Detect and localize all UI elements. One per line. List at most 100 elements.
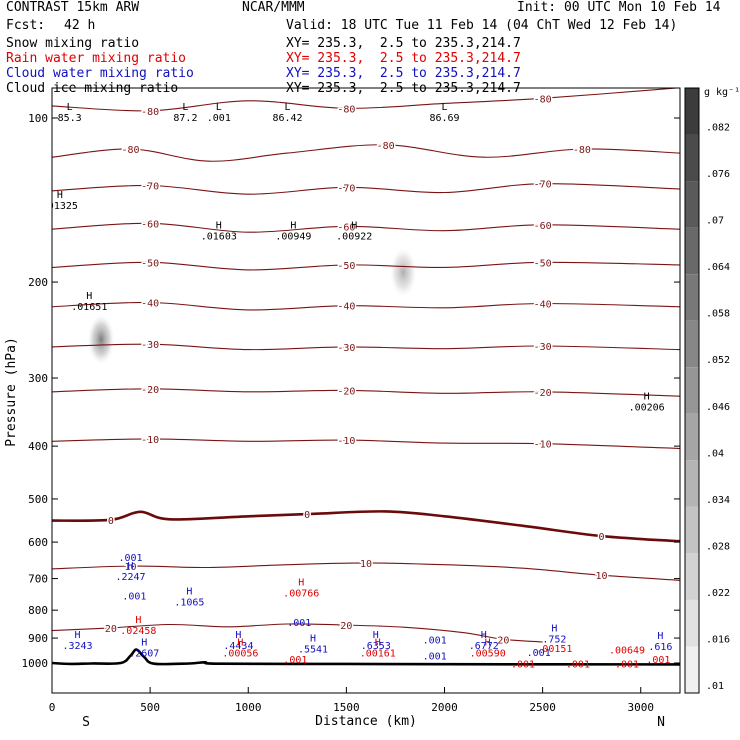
extremum-value: .001	[207, 113, 231, 124]
temperature-contour-label: -20	[534, 388, 552, 399]
temperature-contour-label: -70	[534, 180, 552, 191]
x-tick-label: 500	[140, 701, 160, 714]
extremum-value: .00766	[283, 588, 319, 599]
colorbar-tick-label: .046	[706, 402, 730, 413]
colorbar-swatch	[685, 227, 699, 275]
colorbar-tick-label: .016	[706, 634, 730, 645]
extremum-marker: H	[373, 630, 379, 641]
contour-value-label: .001	[423, 651, 447, 662]
temperature-contour-label: 20	[105, 624, 117, 635]
legend-cloud-water: Cloud water mixing ratio	[6, 66, 194, 81]
temperature-contour-label: -60	[141, 219, 159, 230]
temperature-contour-label: -60	[337, 222, 355, 233]
extremum-marker: H	[657, 631, 663, 642]
valid-time: Valid: 18 UTC Tue 11 Feb 14 (04 ChT Wed …	[286, 18, 678, 33]
temperature-contour-6	[52, 343, 680, 351]
x-axis-title: Distance (km)	[315, 714, 417, 729]
x-tick-label: 1500	[333, 701, 360, 714]
x-tick-label: 2500	[529, 701, 556, 714]
y-tick-label: 1000	[22, 657, 49, 670]
temperature-contour-7	[52, 388, 680, 397]
temperature-contour-label: -80	[141, 107, 159, 118]
snow-shading-1	[389, 246, 418, 299]
terrain-line	[52, 648, 680, 666]
temperature-contour-0	[52, 88, 680, 112]
x-tick-label: 3000	[628, 701, 655, 714]
extremum-value: .616	[648, 642, 672, 653]
extremum-value: 86.42	[272, 113, 302, 124]
extremum-marker: H	[485, 637, 491, 648]
colorbar-tick-label: .082	[706, 123, 730, 134]
contour-value-label: .001	[283, 655, 307, 666]
temperature-contour-label: -70	[141, 181, 159, 192]
extremum-marker: H	[551, 623, 557, 634]
extremum-marker: L	[284, 102, 290, 113]
temperature-contour-label: -40	[337, 302, 355, 313]
temperature-contour-label: 0	[598, 532, 604, 543]
extremum-marker: H	[235, 630, 241, 641]
extremum-value: .2607	[129, 648, 159, 659]
x-tick-label: 0	[49, 701, 56, 714]
colorbar-swatch	[685, 599, 699, 647]
colorbar-swatch	[685, 274, 699, 321]
extremum-value: .6772	[469, 641, 499, 652]
temperature-contour-label: -50	[534, 258, 552, 269]
extremum-marker: H	[644, 392, 650, 403]
temperature-contour-label: -80	[121, 145, 139, 156]
colorbar-tick-label: .028	[706, 541, 730, 552]
temperature-contour-1	[52, 144, 680, 162]
y-tick-label: 100	[28, 112, 48, 125]
temperature-contour-label: -60	[534, 221, 552, 232]
temperature-contour-label: -80	[377, 141, 395, 152]
temperature-contour-2	[52, 183, 680, 195]
chart-source: NCAR/MMM	[242, 0, 305, 15]
temperature-contour-label: -80	[573, 145, 591, 156]
contour-value-label: .001	[646, 655, 670, 666]
colorbar-frame	[684, 87, 700, 694]
colorbar-swatch	[685, 134, 699, 182]
temperature-contour-label: 10	[124, 562, 136, 573]
temperature-contour-9	[52, 510, 680, 543]
colorbar-swatch	[685, 181, 699, 228]
colorbar-swatch	[685, 367, 699, 414]
temperature-contour-label: -10	[141, 435, 159, 446]
extremum-marker: L	[216, 102, 222, 113]
extremum-value: .00161	[360, 648, 396, 659]
colorbar-swatch	[685, 506, 699, 554]
contour-value-label: .001	[122, 592, 146, 603]
colorbar-tick-label: .052	[706, 355, 730, 366]
colorbar-swatch	[685, 88, 699, 135]
temperature-contour-label: 10	[595, 571, 607, 582]
extremum-value: .01603	[201, 232, 237, 243]
contour-value-label: .001	[118, 553, 142, 564]
extremum-value: .01651	[71, 302, 107, 313]
colorbar-tick-label: .04	[706, 448, 724, 459]
temperature-contour-3	[52, 222, 680, 233]
legend-snow: Snow mixing ratio	[6, 36, 140, 51]
y-tick-label: 400	[28, 440, 48, 453]
extremum-marker: H	[86, 291, 92, 302]
temperature-contour-5	[52, 301, 680, 311]
extremum-marker: H	[135, 615, 141, 626]
extremum-value: .00590	[470, 648, 506, 659]
temperature-contour-label: -30	[141, 340, 159, 351]
temperature-contour-label: -10	[337, 436, 355, 447]
extremum-marker: H	[216, 221, 222, 232]
contour-value-label: .001	[423, 635, 447, 646]
extremum-value: .1065	[174, 598, 204, 609]
contour-value-label: .00649	[609, 645, 645, 656]
legend-snow-xy: XY= 235.3, 2.5 to 235.3,214.7	[286, 36, 521, 51]
contour-value-label: .001	[566, 660, 590, 671]
colorbar-tick-label: .01	[706, 681, 724, 692]
temperature-contour-10	[52, 562, 680, 581]
y-tick-label: 300	[28, 372, 48, 385]
extremum-value: .752	[542, 634, 566, 645]
temperature-contour-label: -40	[141, 298, 159, 309]
contour-value-label: .001	[615, 660, 639, 671]
end-label-south: S	[82, 715, 90, 730]
extremum-value: .00206	[629, 403, 665, 414]
temperature-contour-label: 0	[108, 516, 114, 527]
end-label-north: N	[657, 715, 665, 730]
extremum-marker: H	[74, 630, 80, 641]
